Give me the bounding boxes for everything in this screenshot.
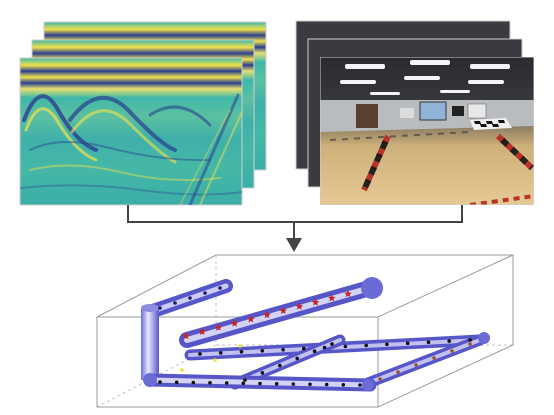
black-dot-marker <box>239 350 244 354</box>
pipe-upper-left <box>143 279 233 319</box>
black-dot-marker <box>312 349 317 354</box>
pipe-end-cap <box>361 277 383 299</box>
black-dot-marker <box>260 371 265 375</box>
brown-dot-marker <box>468 342 472 346</box>
black-dot-marker <box>243 378 247 382</box>
floor-tape <box>329 131 534 205</box>
yellow-dot-marker <box>180 368 184 372</box>
black-dot-marker <box>281 347 285 352</box>
merge-connector <box>127 205 463 240</box>
red-star-marker <box>182 332 190 340</box>
black-dot-marker <box>324 382 329 387</box>
black-dot-marker <box>174 380 179 385</box>
black-dot-marker <box>295 356 300 361</box>
black-dot-marker <box>322 345 327 350</box>
brown-dot-marker <box>432 356 436 360</box>
detection-markers <box>158 286 472 387</box>
black-dot-marker <box>358 383 362 387</box>
black-dot-marker <box>405 341 410 346</box>
black-dot-marker <box>291 382 296 386</box>
black-dot-marker <box>308 382 312 387</box>
black-dot-marker <box>224 381 229 385</box>
red-star-marker <box>198 327 206 335</box>
black-dot-marker <box>447 339 452 343</box>
red-star-marker <box>328 294 336 302</box>
black-dot-marker <box>191 380 196 385</box>
blue-dot-marker <box>188 296 192 300</box>
black-dot-marker <box>341 383 346 387</box>
checkerboard-target <box>470 118 512 130</box>
brown-dot-marker <box>414 363 418 367</box>
black-dot-marker <box>158 380 162 384</box>
down-arrow-icon <box>286 238 302 252</box>
black-dot-marker <box>198 352 202 356</box>
black-dot-marker <box>278 363 282 368</box>
black-dot-marker <box>468 338 472 342</box>
blue-dot-marker <box>158 306 162 310</box>
black-dot-marker <box>426 340 431 345</box>
red-star-marker <box>279 306 287 314</box>
black-dot-marker <box>260 349 265 353</box>
red-star-marker <box>263 311 271 319</box>
black-dot-marker <box>219 351 223 355</box>
gpr-radargram-stack <box>19 21 267 206</box>
yellow-dot-marker <box>238 344 242 348</box>
black-dot-marker <box>343 344 348 349</box>
black-dot-marker <box>302 346 306 351</box>
3d-pipe-reconstruction <box>96 254 514 408</box>
red-star-marker <box>295 302 304 310</box>
black-dot-marker <box>241 381 246 386</box>
black-dot-marker <box>330 342 334 346</box>
blue-dot-marker <box>218 286 222 290</box>
red-star-marker <box>214 323 223 331</box>
brown-dot-marker <box>396 370 400 374</box>
red-star-marker <box>344 290 352 298</box>
black-dot-marker <box>274 382 279 386</box>
red-star-marker <box>230 319 239 327</box>
brown-dot-marker <box>450 349 454 353</box>
camera-layer-front <box>320 57 534 205</box>
camera-image-stack <box>295 20 534 205</box>
black-dot-marker <box>208 381 212 385</box>
blue-dot-marker <box>173 301 177 305</box>
black-dot-marker <box>364 343 369 348</box>
yellow-dot-marker <box>213 358 217 362</box>
pipe-vertical <box>141 304 159 380</box>
brown-dot-marker <box>378 377 382 381</box>
pipe-top-diagonal <box>179 277 383 348</box>
blue-dot-marker <box>203 291 207 295</box>
black-dot-marker <box>385 342 389 347</box>
gpr-layer-front <box>19 57 243 206</box>
black-dot-marker <box>258 381 262 386</box>
red-star-marker <box>247 315 255 323</box>
red-star-marker <box>311 298 320 306</box>
